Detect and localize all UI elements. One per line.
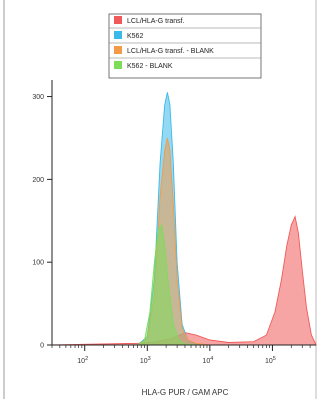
series-layer — [51, 92, 317, 346]
x-tick-label: 104 — [202, 356, 213, 365]
series-area-2 — [52, 92, 210, 346]
legend: LCL/HLA-G transf. K562 LCL/HLA-G transf. -… — [108, 13, 262, 79]
legend-box — [108, 13, 262, 79]
y-tick-label: 200 — [32, 177, 44, 184]
x-tick-label: 102 — [77, 356, 88, 365]
legend-swatch — [114, 46, 122, 54]
y-tick-label: 0 — [40, 343, 44, 350]
x-axis-title: HLA-G PUR / GAM APC — [142, 388, 229, 397]
y-tick-label: 100 — [32, 260, 44, 267]
legend-label: K562 — [127, 33, 143, 40]
legend-label: LCL/HLA-G transf. - BLANK — [127, 48, 214, 55]
series-area-4 — [52, 223, 197, 346]
legend-swatch — [114, 31, 122, 39]
series-area-1 — [51, 215, 317, 346]
series-area-3 — [52, 137, 210, 346]
y-tick-label: 300 — [32, 94, 44, 101]
x-tick-label: 105 — [265, 356, 276, 365]
legend-label: LCL/HLA-G transf. — [127, 18, 185, 25]
legend-swatch — [114, 61, 122, 69]
legend-swatch — [114, 16, 122, 24]
tick-layer: 0100200300102103104105106 — [32, 94, 311, 365]
x-tick-label: 103 — [140, 356, 151, 365]
legend-label: K562 - BLANK — [127, 63, 173, 70]
